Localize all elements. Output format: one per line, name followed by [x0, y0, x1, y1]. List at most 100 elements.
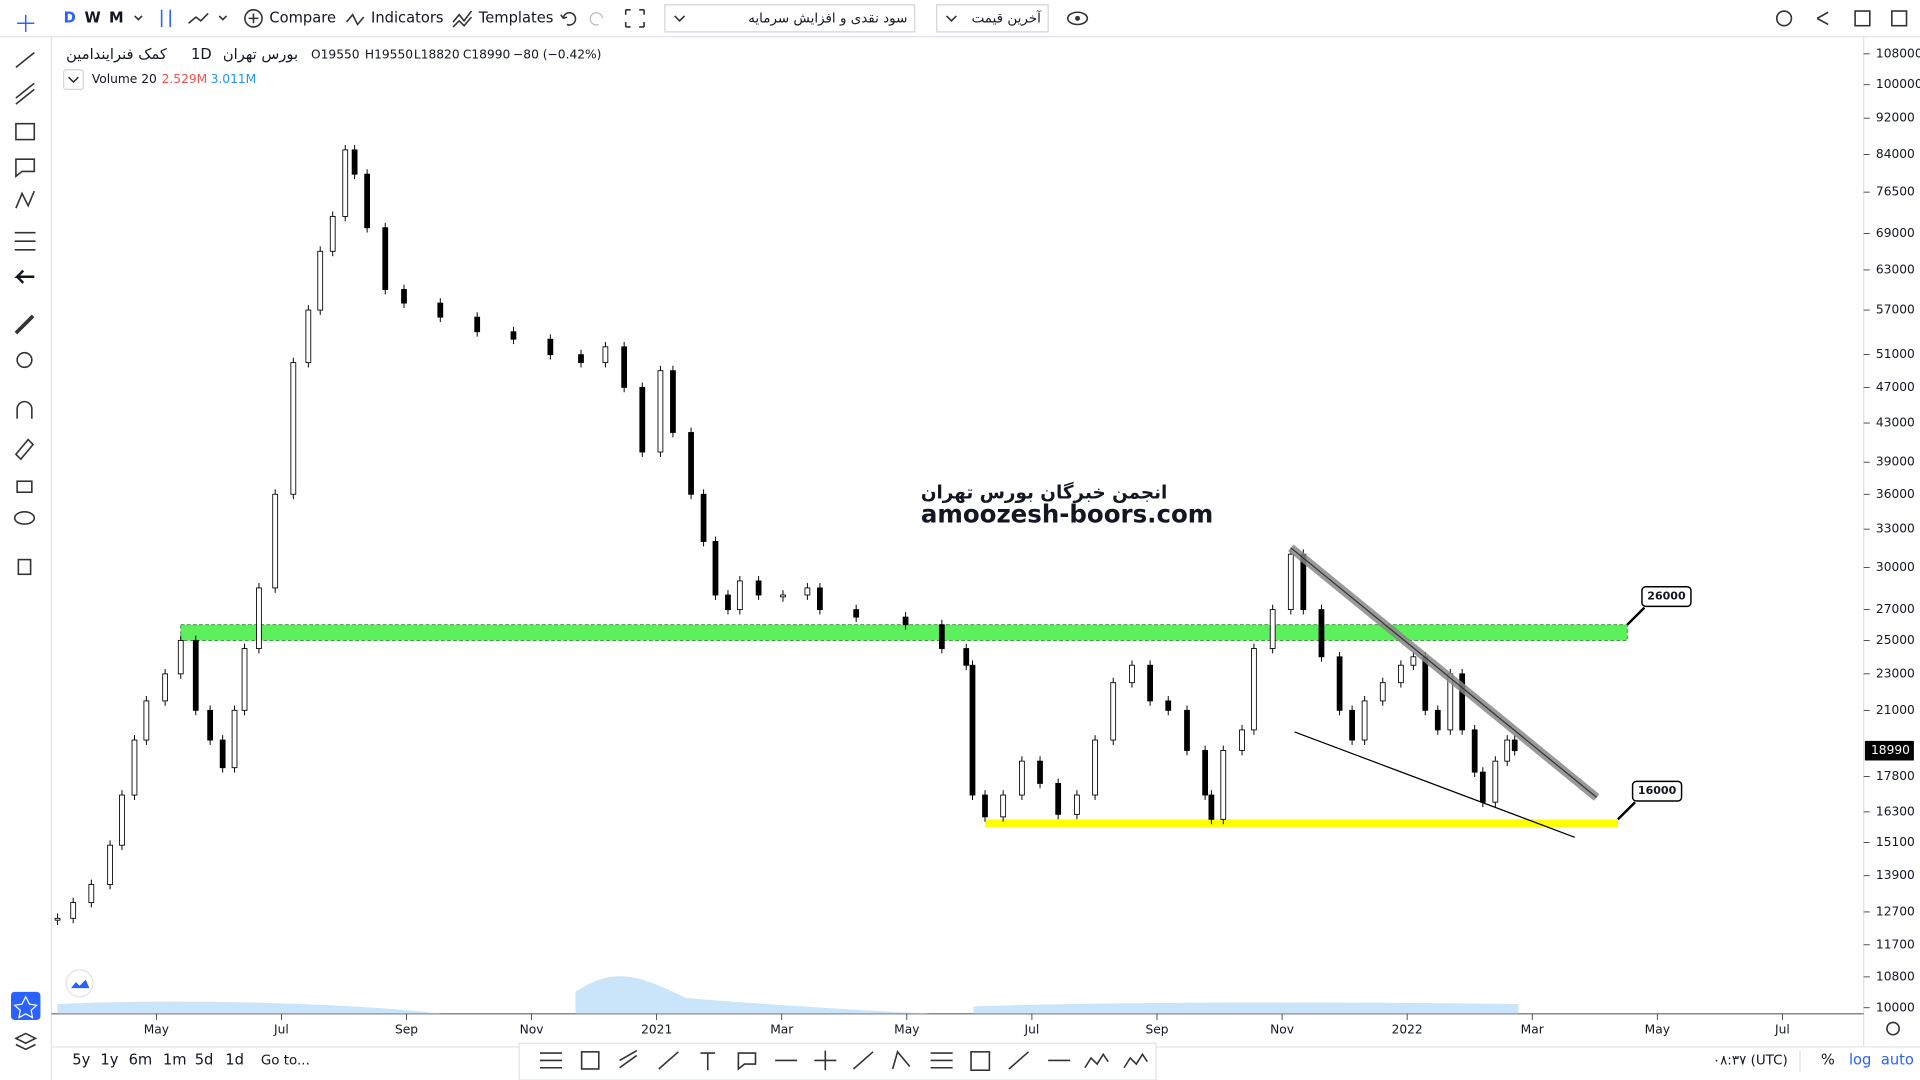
indicators-icon[interactable] [345, 13, 365, 26]
fullscreen-icon[interactable] [624, 9, 645, 28]
range-button[interactable]: 1d [225, 1051, 244, 1068]
candle [1000, 794, 1007, 818]
tool-icon[interactable] [700, 1052, 716, 1071]
eye-icon[interactable] [1066, 11, 1089, 26]
candle [382, 227, 389, 290]
tool-icon[interactable] [658, 1051, 679, 1070]
lock-tool[interactable] [16, 480, 33, 494]
layers-icon[interactable] [14, 1032, 38, 1051]
ohlc-high: H19550 [365, 48, 413, 62]
candles-icon[interactable] [160, 9, 171, 27]
compare-button[interactable]: Compare [269, 9, 336, 26]
candle [1511, 739, 1518, 752]
caret[interactable] [218, 15, 228, 21]
symbol-exchange: بورس تهران [223, 46, 298, 63]
tool-icon[interactable] [540, 1052, 563, 1069]
back-icon[interactable] [14, 269, 35, 284]
x-tick-label: Sep [395, 1022, 418, 1036]
y-tick-label: 23000 [1876, 666, 1915, 680]
volume-value: 2.529M [162, 72, 208, 86]
templates-icon[interactable] [452, 10, 473, 28]
text-tool[interactable] [15, 158, 36, 178]
volume-label: Volume 20 [92, 72, 157, 86]
candle [70, 902, 77, 919]
tool-icon[interactable] [580, 1051, 600, 1070]
settings-icon[interactable] [1775, 10, 1793, 27]
ruler-tool[interactable] [14, 314, 35, 335]
x-tick-label: Mar [770, 1022, 794, 1036]
tool-icon[interactable] [852, 1051, 874, 1070]
range-button[interactable]: 5y [72, 1051, 90, 1068]
tool-icon[interactable] [619, 1049, 638, 1069]
interval-d[interactable]: D [64, 9, 76, 26]
candle [547, 338, 554, 356]
caret[interactable] [134, 15, 143, 21]
x-tick-label: 2021 [641, 1022, 672, 1036]
interval-w[interactable]: W [84, 9, 100, 26]
y-tick-label: 30000 [1876, 560, 1915, 574]
star-icon [13, 995, 39, 1019]
tool-icon[interactable] [814, 1050, 837, 1071]
candle [1220, 750, 1227, 820]
tool-icon[interactable] [1123, 1052, 1149, 1069]
range-button[interactable]: 1m [163, 1051, 187, 1068]
pattern-tool[interactable] [15, 190, 36, 209]
x-tick-label: 2022 [1392, 1022, 1423, 1036]
share-icon[interactable] [1816, 11, 1829, 26]
logo[interactable] [65, 969, 94, 998]
candle [1410, 656, 1417, 666]
watermark-url: amoozesh-boors.com [921, 500, 1213, 529]
collapse-button[interactable] [63, 69, 84, 90]
plus-icon[interactable] [244, 9, 263, 28]
price-zone [180, 624, 1628, 641]
tool-icon[interactable] [891, 1050, 911, 1070]
range-button[interactable]: 6m [129, 1051, 153, 1068]
fib-tool[interactable] [15, 82, 35, 105]
zoom-tool[interactable] [16, 351, 33, 369]
log-toggle[interactable]: log [1849, 1051, 1871, 1068]
templates-button[interactable]: Templates [478, 9, 554, 26]
prediction-tool[interactable] [14, 231, 36, 251]
candle [1165, 700, 1172, 711]
tool-icon[interactable] [1084, 1052, 1109, 1069]
interval-m[interactable]: M [109, 9, 124, 26]
snapshot-icon[interactable] [1854, 10, 1871, 27]
caret [945, 15, 957, 22]
trendline-tool[interactable] [15, 52, 35, 68]
visibility-tool[interactable] [13, 511, 36, 525]
range-button[interactable]: 1y [100, 1051, 118, 1068]
y-tick-label: 17800 [1876, 769, 1915, 783]
line-icon[interactable] [188, 12, 209, 24]
layout-icon[interactable] [1891, 10, 1908, 27]
candle [938, 624, 945, 649]
shape-tool[interactable] [15, 122, 36, 141]
candle [54, 917, 61, 921]
undo-icon[interactable] [560, 12, 577, 26]
callout-box [1631, 780, 1683, 802]
goto-button[interactable]: Go to... [261, 1053, 310, 1068]
tool-icon[interactable] [737, 1052, 757, 1071]
redo-icon[interactable] [589, 12, 604, 26]
dropdown[interactable] [664, 4, 916, 33]
favorites-button[interactable] [11, 991, 41, 1020]
tool-icon[interactable] [930, 1052, 953, 1069]
dropdown[interactable] [936, 4, 1049, 33]
trend-line [1294, 731, 1575, 838]
candle [670, 370, 676, 433]
x-tick-label: Jul [1774, 1022, 1790, 1036]
auto-toggle[interactable]: auto [1881, 1051, 1914, 1068]
candle [342, 149, 349, 217]
percent-toggle[interactable]: % [1821, 1051, 1835, 1068]
candle [621, 346, 628, 388]
candle [712, 541, 719, 596]
range-button[interactable]: 5d [195, 1051, 214, 1068]
candle [1055, 782, 1062, 815]
tool-icon[interactable] [1008, 1051, 1030, 1070]
tool-icon[interactable] [970, 1051, 991, 1071]
axis-settings[interactable] [1886, 1021, 1900, 1036]
magnet-tool[interactable] [16, 400, 33, 419]
draw-lock-tool[interactable] [14, 438, 35, 461]
indicators-button[interactable]: Indicators [371, 9, 444, 26]
candle [700, 493, 707, 542]
trash-tool[interactable] [17, 558, 32, 576]
